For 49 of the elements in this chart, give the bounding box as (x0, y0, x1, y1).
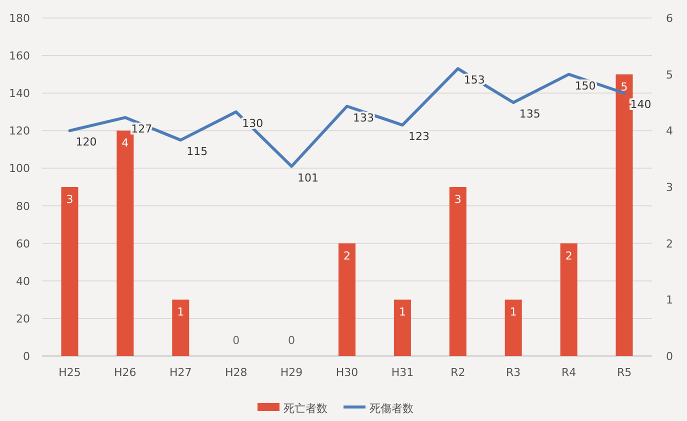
data-label: 2 (565, 249, 572, 262)
ytick: 40 (16, 274, 30, 288)
xtick: H26 (114, 366, 136, 379)
ytick: 60 (16, 237, 30, 250)
data-label: 5 (620, 80, 628, 94)
data-label: 101 (298, 171, 319, 184)
xtick: R2 (450, 366, 466, 379)
xtick: H27 (170, 366, 192, 379)
data-label: 123 (408, 130, 430, 144)
data-label: 133 (353, 111, 374, 124)
y2tick: 2 (666, 237, 673, 250)
data-label: 3 (66, 193, 74, 206)
data-label: 2 (344, 249, 350, 262)
ytick: 120 (9, 124, 30, 138)
xtick: H30 (336, 366, 358, 379)
data-label: 3 (454, 193, 462, 206)
data-label: 0 (288, 334, 296, 347)
ytick: 160 (9, 50, 30, 63)
y2tick: 5 (666, 68, 673, 82)
ytick: 20 (16, 312, 30, 326)
data-label: 127 (131, 122, 152, 136)
y2tick: 0 (666, 350, 673, 363)
y2tick: 6 (666, 12, 673, 25)
data-label: 135 (519, 108, 540, 120)
xtick: H31 (391, 366, 414, 379)
legend-label: 死傷者数 (370, 402, 414, 415)
ytick: 80 (16, 200, 30, 213)
xtick: R4 (562, 366, 576, 379)
ytick: 0 (23, 350, 30, 363)
y2tick: 1 (666, 294, 673, 307)
xtick: R5 (616, 366, 632, 379)
data-label: 115 (186, 145, 208, 158)
xtick: H28 (224, 366, 248, 379)
data-label: 1 (177, 306, 184, 319)
data-label: 0 (232, 334, 240, 347)
data-label: 120 (76, 136, 97, 149)
ytick: 180 (9, 12, 30, 25)
legend-label: 死亡者数 (284, 402, 328, 415)
ytick: 140 (9, 87, 30, 100)
y2tick: 4 (666, 124, 673, 138)
xtick: R3 (506, 366, 521, 379)
data-label: 1 (510, 306, 517, 319)
xtick: H25 (58, 366, 81, 379)
y2tick: 3 (666, 181, 673, 194)
xtick: H29 (280, 366, 303, 379)
data-label: 150 (574, 79, 596, 92)
ytick: 100 (9, 162, 30, 176)
data-label: 4 (122, 136, 129, 150)
data-label: 1 (398, 306, 406, 319)
